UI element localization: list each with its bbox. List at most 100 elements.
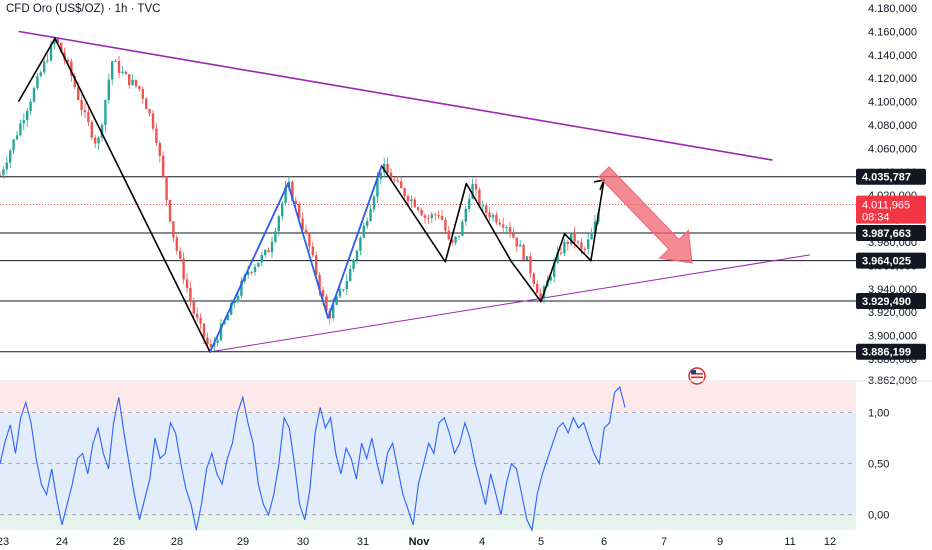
candle-body xyxy=(362,225,365,238)
candle-body xyxy=(321,290,325,297)
trendline-upper-resistance xyxy=(18,30,773,161)
candle-body xyxy=(145,98,148,110)
candle-body xyxy=(66,60,70,62)
x-tick-label: 5 xyxy=(538,536,544,548)
candle-body xyxy=(121,71,124,73)
candle-body xyxy=(179,250,182,259)
candle-body xyxy=(512,233,515,238)
price-level-badge-text: 3.964,025 xyxy=(862,256,911,268)
rsi-tick-label: 0,00 xyxy=(868,510,889,522)
x-tick-label: 11 xyxy=(784,536,795,548)
candle-body xyxy=(19,123,22,136)
trendline-lower-support xyxy=(209,254,811,353)
candle-body xyxy=(230,302,233,315)
flag-canton xyxy=(691,370,696,374)
candle-body xyxy=(590,232,593,240)
candle-body xyxy=(308,233,311,247)
price-level-badge xyxy=(856,224,926,241)
candle-body xyxy=(36,76,39,89)
candle-body xyxy=(413,199,416,208)
projection-arrow-group xyxy=(598,166,693,264)
flag-stripe xyxy=(691,373,703,375)
candle-body xyxy=(342,289,345,291)
candle-body xyxy=(423,215,427,218)
candle-body xyxy=(49,43,53,61)
candle-body xyxy=(151,113,155,129)
candle-body xyxy=(182,258,185,280)
price-tick-label: 4.120,000 xyxy=(868,73,917,85)
price-tick-label: 3.920,000 xyxy=(868,307,917,319)
candle-body xyxy=(570,232,573,244)
candle-body xyxy=(440,215,444,220)
candle-body xyxy=(53,38,56,44)
candle-body xyxy=(444,219,447,231)
candle-body xyxy=(9,150,12,163)
candle-body xyxy=(199,317,202,324)
candle-body xyxy=(216,340,219,344)
candle-body xyxy=(485,205,488,213)
candle-body xyxy=(124,71,127,75)
candle-body xyxy=(138,86,141,89)
candle-body xyxy=(420,209,423,216)
candle-body xyxy=(236,295,240,302)
candle-body xyxy=(318,274,321,291)
candle-body xyxy=(488,212,491,218)
candle-body xyxy=(379,172,382,179)
candle-body xyxy=(131,79,134,85)
candle-body xyxy=(396,180,399,182)
candle-body xyxy=(325,296,328,311)
rsi-overbought-band xyxy=(0,382,856,413)
candle-body xyxy=(12,139,15,151)
candle-body xyxy=(304,229,308,234)
candle-body xyxy=(114,61,117,63)
price-tick-label: 3.900,000 xyxy=(868,331,917,343)
candle-body xyxy=(372,196,376,210)
rsi-oversold-band xyxy=(0,514,856,530)
candle-body xyxy=(148,109,151,114)
candle-body xyxy=(481,205,484,207)
candle-body xyxy=(464,208,467,222)
candle-body xyxy=(563,242,566,254)
candle-body xyxy=(576,241,580,243)
candle-body xyxy=(226,314,229,321)
price-tick-label: 3.940,000 xyxy=(868,284,917,296)
x-tick-label: 29 xyxy=(237,536,249,548)
candle-body xyxy=(474,184,478,190)
x-tick-label: Nov xyxy=(409,536,431,548)
candle-body xyxy=(291,181,294,201)
candle-body xyxy=(43,61,46,73)
projection-arrow xyxy=(598,166,693,264)
candle-body xyxy=(502,224,505,228)
candle-body xyxy=(253,266,257,272)
candle-body xyxy=(141,88,144,99)
candle-body xyxy=(196,313,199,318)
candle-body xyxy=(451,239,454,243)
price-tick-label: 4.060,000 xyxy=(868,143,917,155)
pattern-zigzag xyxy=(17,37,605,353)
candle-body xyxy=(298,203,301,219)
candle-body xyxy=(393,179,396,181)
candle-body xyxy=(274,231,277,242)
candle-body xyxy=(536,283,539,294)
candle-body xyxy=(29,101,32,111)
candle-body xyxy=(281,203,284,217)
candle-body xyxy=(583,248,586,250)
candle-body xyxy=(206,337,209,345)
candle-body xyxy=(233,301,236,303)
x-tick-label: 30 xyxy=(297,536,309,548)
x-tick-label: 7 xyxy=(661,536,667,548)
candle-body xyxy=(56,38,59,43)
price-tick-label: 4.100,000 xyxy=(868,97,917,109)
candle-body xyxy=(240,281,243,296)
candle-body xyxy=(107,79,110,101)
x-tick-label: 31 xyxy=(357,536,369,548)
candle-body xyxy=(70,61,73,76)
candle-body xyxy=(26,110,29,121)
candle-body xyxy=(532,273,535,284)
candle-body xyxy=(158,142,161,156)
candle-body xyxy=(471,184,474,199)
candle-body xyxy=(301,218,304,230)
x-tick-label: 23 xyxy=(0,536,9,548)
candle-body xyxy=(539,293,542,298)
candle-body xyxy=(94,137,97,144)
